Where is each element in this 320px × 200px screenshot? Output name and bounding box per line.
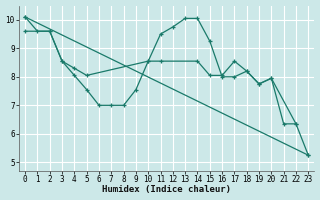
X-axis label: Humidex (Indice chaleur): Humidex (Indice chaleur) (102, 185, 231, 194)
